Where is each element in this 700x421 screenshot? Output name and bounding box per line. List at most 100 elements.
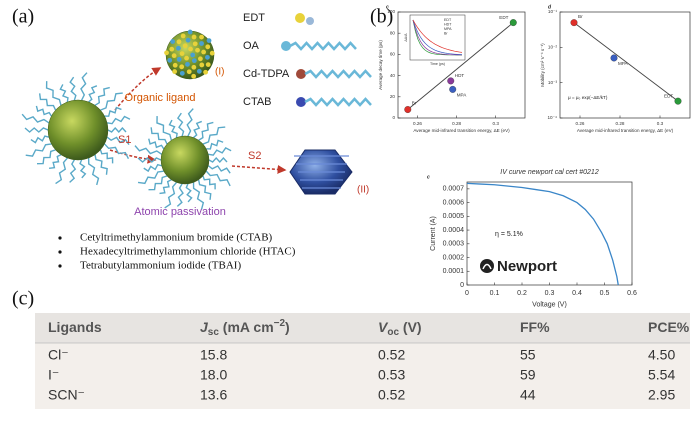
ligand-chain [107, 115, 131, 125]
ligand-head [184, 55, 189, 61]
ligand-head [185, 61, 190, 67]
x-axis-label: Voltage (V) [532, 301, 567, 308]
ligand-head [191, 34, 197, 40]
y-tick-label: 0.0005 [443, 213, 465, 220]
table-cell: 5.54 [648, 367, 675, 383]
y-tick-label: 10⁻¹ [548, 9, 558, 14]
ligand-chain [202, 126, 226, 145]
table-cell: 4.50 [648, 347, 675, 363]
x-tick-label: 0.5 [600, 290, 610, 297]
table-cell: 0.52 [378, 387, 405, 403]
ligand-head [180, 33, 186, 39]
table-header: Jsc (mA cm−2) [200, 318, 290, 338]
table-cell: 2.95 [648, 387, 675, 403]
table-cell: 13.6 [200, 387, 227, 403]
table-cell: Cl⁻ [48, 347, 69, 363]
fit-line [407, 22, 514, 110]
data-point [404, 106, 412, 113]
inset-legend: Br [444, 31, 448, 35]
diagram-label: (II) [357, 185, 369, 196]
y-axis-label: Mobility (cm² V⁻¹ s⁻¹) [540, 43, 545, 87]
table-header: Ligands [48, 319, 102, 335]
ligand-head [179, 51, 185, 56]
logo-icon [482, 263, 492, 270]
data-point [449, 85, 457, 93]
table-cell: SCN⁻ [48, 387, 85, 403]
header-part: ) [285, 319, 290, 335]
point-label: Br [412, 101, 417, 106]
point-label: EDT [499, 15, 508, 20]
logo-icon [480, 259, 494, 273]
ligand-head [199, 34, 204, 40]
panel-label: (a) [12, 6, 34, 28]
header-part: FF% [520, 319, 550, 335]
ligand-head [164, 50, 169, 56]
y-tick-label: 80 [390, 30, 396, 35]
ligand-chain [156, 116, 173, 141]
ligand-chain [208, 147, 232, 156]
y-axis-label: Average decay time (ps) [378, 40, 383, 90]
ligand-chain [208, 156, 228, 164]
ligand-head [186, 69, 192, 75]
ligand-head [171, 53, 177, 59]
point-label: Br [578, 14, 583, 19]
header-part: J [200, 319, 209, 335]
ligand-head [185, 37, 191, 43]
header-part: PCE% [648, 319, 690, 335]
data-point [610, 54, 618, 62]
x-tick-label: 0.3 [545, 290, 555, 297]
x-tick-label: 0.3 [657, 121, 664, 126]
ligand-head [187, 29, 193, 35]
x-axis-label: Average mid-infrared transition energy, … [577, 128, 674, 133]
data-point [570, 19, 578, 27]
x-axis-label: Average mid-infrared transition energy, … [413, 128, 510, 133]
ligand-head [191, 58, 197, 64]
bullet-text: Hexadecyltrimethylammonium chloride (HTA… [80, 246, 296, 258]
ligand-head [209, 50, 215, 56]
ligand-head [195, 47, 200, 53]
ligand-head [167, 57, 173, 63]
header-part: (mA cm [219, 319, 274, 335]
molecule [295, 13, 305, 23]
ligand-name: Cd-TDPA [243, 68, 290, 80]
header-part: sc [208, 327, 220, 338]
fit-line [573, 22, 679, 102]
annotation: η = 5.1% [495, 231, 523, 238]
ligand-chain [186, 108, 194, 137]
ligand-chain [134, 145, 163, 155]
x-tick-label: 0.28 [616, 121, 625, 126]
ligand-head [190, 52, 196, 58]
ligand-chain [148, 138, 165, 150]
table-body-bg [35, 343, 690, 409]
plot-frame [559, 11, 691, 119]
ligand-chain [45, 81, 62, 106]
x-tick-label: 0.26 [576, 121, 585, 126]
ligand-chain [104, 106, 122, 117]
ligand-chain [69, 76, 77, 101]
table-cell: 0.53 [378, 367, 405, 383]
ligand-name: EDT [243, 12, 265, 24]
ligand-chain [137, 170, 164, 185]
ligand-chain [99, 149, 114, 164]
table-cell: 44 [520, 387, 536, 403]
chart-tag: c [427, 174, 430, 180]
x-tick-label: 0.28 [452, 121, 461, 126]
ligand-head [206, 38, 212, 44]
ligand-chain [197, 179, 212, 200]
point-label: MPA [618, 61, 629, 66]
x-tick-label: 0 [465, 290, 469, 297]
logo-text: Newport [497, 258, 557, 275]
ligand-chain [159, 179, 172, 195]
header-part: V [378, 319, 389, 335]
bullet-text: Cetyltrimethylammonium bromide (CTAB) [80, 232, 273, 244]
inset-decay [412, 19, 463, 56]
ligand-chain [176, 183, 184, 207]
x-tick-label: 0.2 [517, 290, 527, 297]
ligand-head [176, 39, 182, 45]
inset-frame [409, 14, 466, 61]
bullet [58, 236, 62, 240]
y-axis-label: Current (A) [430, 216, 437, 251]
ligand-head [188, 46, 193, 52]
ligand-chain [168, 119, 178, 138]
